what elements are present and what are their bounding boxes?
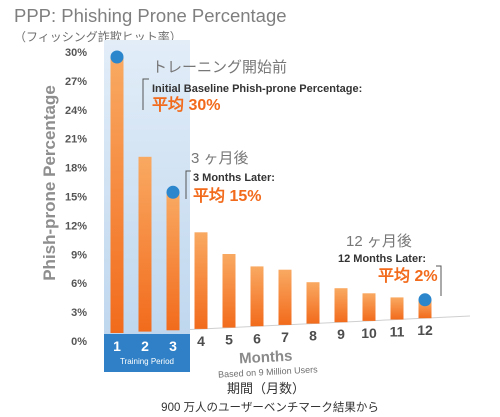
x-tick-label: 1 <box>113 338 121 354</box>
y-tick-label: 0% <box>71 336 87 348</box>
bar-month-10 <box>362 293 376 321</box>
x-tick-label: 2 <box>141 338 149 354</box>
training-period-band <box>104 334 190 372</box>
x-tick-label: 9 <box>337 326 345 342</box>
leader-line-3-months <box>185 170 191 199</box>
x-tick-label: 3 <box>169 338 177 354</box>
annotation-baseline-value: 平均 30% <box>152 95 220 114</box>
annotation-12-months-heading: 12 Months Later: <box>338 253 426 265</box>
x-tick-label: 4 <box>197 333 205 349</box>
bar-month-9 <box>334 288 348 323</box>
y-axis-label: Phish-prone Percentage <box>40 85 59 281</box>
x-tick-label: 10 <box>361 325 377 341</box>
x-axis-note-ja: 900 万人のユーザーベンチマーク結果から <box>161 400 379 414</box>
y-tick-label: 21% <box>65 134 87 146</box>
y-tick-label: 27% <box>65 76 87 88</box>
y-tick-label: 12% <box>65 220 87 232</box>
y-tick-label: 18% <box>65 163 87 175</box>
y-tick-label: 30% <box>65 47 87 59</box>
bar-month-7 <box>278 269 292 325</box>
bar-month-2 <box>138 156 152 332</box>
x-tick-label: 11 <box>390 324 405 340</box>
x-tick-label: 7 <box>281 329 289 345</box>
bar-series <box>110 57 432 333</box>
marker-month-3 <box>166 185 180 199</box>
bar-month-1 <box>110 57 124 333</box>
annotation-3-months-heading-ja: 3 ヶ月後 <box>191 150 249 167</box>
annotation-12-months-heading-ja: 12 ヶ月後 <box>346 233 412 250</box>
y-tick-label: 15% <box>65 192 87 204</box>
marker-month-1 <box>110 50 124 64</box>
annotation-3-months-heading: 3 Months Later: <box>193 172 275 184</box>
chart-title: PPP: Phishing Prone Percentage <box>14 5 287 26</box>
annotation-3-months-value: 平均 15% <box>193 186 261 205</box>
annotation-baseline-heading-ja: トレーニング開始前 <box>152 59 287 76</box>
y-tick-label: 3% <box>71 307 87 319</box>
y-axis-ticks: 0% 3% 6% 9% 12% 15% 18% 21% 24% 27% 30% <box>65 47 87 348</box>
x-tick-label: 5 <box>225 332 233 348</box>
x-axis-label: Months <box>239 348 293 368</box>
annotation-baseline-heading: Initial Baseline Phish-prone Percentage: <box>152 83 362 95</box>
y-tick-label: 24% <box>65 105 87 117</box>
x-axis-ticks: 1 2 3 4 5 6 7 8 9 10 11 12 <box>113 322 433 354</box>
leader-line-12-months <box>436 265 442 296</box>
y-tick-label: 9% <box>71 249 87 261</box>
y-tick-label: 6% <box>71 278 87 290</box>
bar-month-6 <box>250 266 264 327</box>
bar-month-8 <box>306 282 320 324</box>
marker-month-12 <box>418 293 432 307</box>
bar-month-5 <box>222 254 236 328</box>
leader-line-baseline <box>142 78 149 110</box>
x-tick-label: 8 <box>309 328 317 344</box>
bar-month-4 <box>194 232 208 329</box>
x-tick-label: 6 <box>253 330 261 346</box>
highlight-markers <box>110 50 432 307</box>
x-tick-label: 12 <box>417 322 433 338</box>
training-period-label: Training Period <box>120 357 174 366</box>
bar-month-11 <box>390 297 404 320</box>
bar-month-3 <box>166 192 180 331</box>
floor-line <box>189 315 471 330</box>
x-axis-note: Based on 9 Million Users <box>218 364 318 379</box>
annotation-12-months-value: 平均 2% <box>378 266 438 285</box>
x-axis-label-ja: 期間（月数） <box>227 381 305 396</box>
